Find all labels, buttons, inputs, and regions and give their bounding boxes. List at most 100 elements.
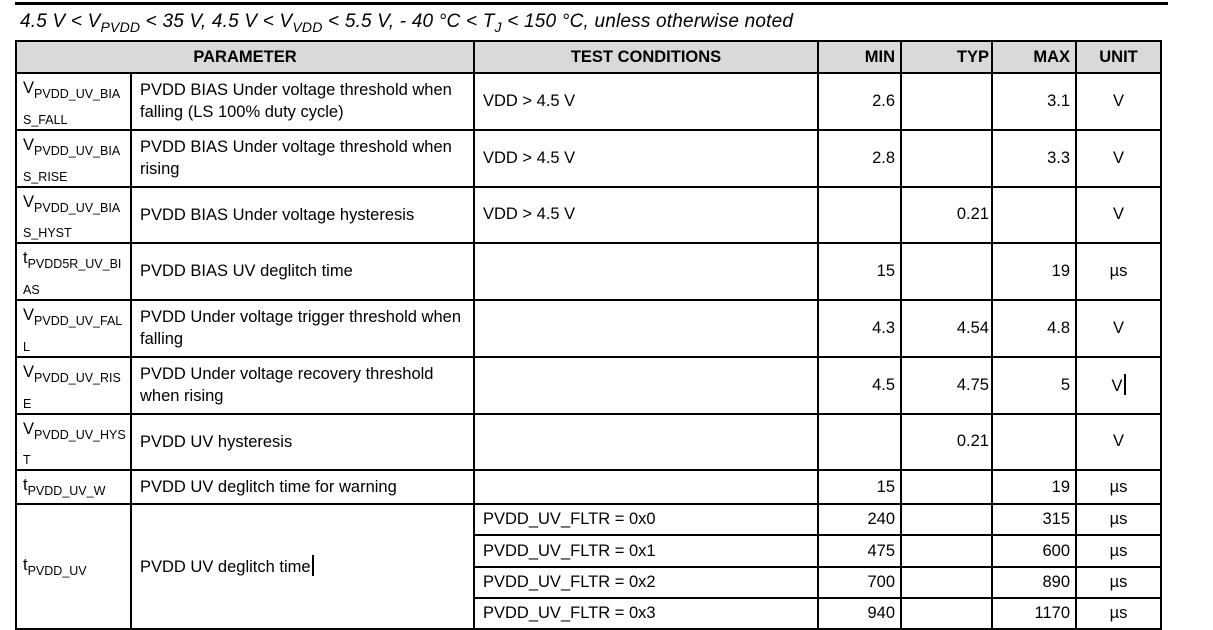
cell-min[interactable]: 2.6: [817, 72, 902, 131]
table-row: tPVDD_UV_W PVDD UV deglitch time for war…: [15, 469, 1162, 506]
cell-max[interactable]: 3.1: [991, 72, 1077, 131]
symbol-subscript: PVDD_UV_BIAS_FALL: [23, 87, 121, 127]
cell-unit[interactable]: µs: [1075, 534, 1162, 569]
cell-min[interactable]: 15: [817, 242, 902, 301]
cell-unit[interactable]: V: [1075, 412, 1162, 472]
cell-unit[interactable]: µs: [1075, 469, 1162, 506]
cell-max[interactable]: [991, 185, 1077, 245]
cell-parameter[interactable]: PVDD UV deglitch time for warning: [130, 469, 475, 506]
table-row: tPVDD5R_UV_BIAS PVDD BIAS UV deglitch ti…: [15, 242, 1162, 301]
cell-condition[interactable]: PVDD_UV_FLTR = 0x1: [473, 534, 819, 569]
cell-unit[interactable]: V: [1075, 72, 1162, 131]
cell-condition[interactable]: VDD > 4.5 V: [473, 72, 819, 131]
cell-min[interactable]: [817, 412, 902, 472]
header-parameter[interactable]: PARAMETER: [15, 40, 475, 74]
cell-symbol[interactable]: tPVDD_UV_W: [15, 469, 132, 506]
cell-max[interactable]: 1170: [991, 597, 1077, 630]
cell-symbol[interactable]: tPVDD_UV: [15, 503, 132, 630]
cell-unit[interactable]: V: [1075, 299, 1162, 358]
cell-symbol[interactable]: VPVDD_UV_BIAS_HYST: [15, 185, 132, 245]
cell-unit[interactable]: µs: [1075, 566, 1162, 600]
cell-unit[interactable]: V: [1075, 355, 1162, 415]
cell-condition[interactable]: VDD > 4.5 V: [473, 128, 819, 188]
cell-symbol[interactable]: VPVDD_UV_BIAS_RISE: [15, 128, 132, 188]
cell-min[interactable]: 700: [817, 566, 902, 600]
cell-min[interactable]: 475: [817, 534, 902, 569]
cell-symbol[interactable]: tPVDD5R_UV_BIAS: [15, 242, 132, 301]
cell-max[interactable]: 315: [991, 503, 1077, 537]
cell-min[interactable]: 15: [817, 469, 902, 506]
cell-condition[interactable]: [473, 469, 819, 506]
page-title[interactable]: 4.5 V < VPVDD < 35 V, 4.5 V < VVDD < 5.5…: [20, 11, 793, 35]
cell-typ[interactable]: 0.21: [900, 412, 993, 472]
cell-unit[interactable]: µs: [1075, 242, 1162, 301]
cell-condition[interactable]: PVDD_UV_FLTR = 0x0: [473, 503, 819, 537]
symbol-base: V: [23, 362, 35, 381]
spec-table: PARAMETER TEST CONDITIONS MIN TYP MAX UN…: [15, 40, 1162, 630]
cell-typ[interactable]: [900, 469, 993, 506]
cell-max[interactable]: 4.8: [991, 299, 1077, 358]
cell-typ[interactable]: [900, 597, 993, 630]
header-typ[interactable]: TYP: [900, 40, 993, 74]
cell-parameter[interactable]: PVDD UV deglitch time: [130, 503, 475, 630]
cell-parameter[interactable]: PVDD UV hysteresis: [130, 412, 475, 472]
cell-condition[interactable]: VDD > 4.5 V: [473, 185, 819, 245]
cell-max[interactable]: 600: [991, 534, 1077, 569]
cell-symbol[interactable]: VPVDD_UV_RISE: [15, 355, 132, 415]
header-max[interactable]: MAX: [991, 40, 1077, 74]
cell-unit[interactable]: V: [1075, 128, 1162, 188]
cell-min[interactable]: 940: [817, 597, 902, 630]
cell-min[interactable]: 2.8: [817, 128, 902, 188]
cell-typ[interactable]: [900, 534, 993, 569]
parameter-text: PVDD UV deglitch time: [140, 558, 311, 577]
cell-condition[interactable]: PVDD_UV_FLTR = 0x3: [473, 597, 819, 630]
cell-condition[interactable]: [473, 355, 819, 415]
cell-parameter[interactable]: PVDD BIAS Under voltage hysteresis: [130, 185, 475, 245]
cell-typ[interactable]: [900, 72, 993, 131]
cell-max[interactable]: 5: [991, 355, 1077, 415]
cell-unit[interactable]: V: [1075, 185, 1162, 245]
cell-condition[interactable]: [473, 242, 819, 301]
cell-min[interactable]: 4.5: [817, 355, 902, 415]
text-cursor: [1123, 374, 1126, 396]
cell-typ[interactable]: [900, 566, 993, 600]
cell-parameter[interactable]: PVDD BIAS UV deglitch time: [130, 242, 475, 301]
cell-max[interactable]: 3.3: [991, 128, 1077, 188]
cell-max[interactable]: [991, 412, 1077, 472]
cell-parameter[interactable]: PVDD BIAS Under voltage threshold when f…: [130, 72, 475, 131]
cell-typ[interactable]: 4.54: [900, 299, 993, 358]
symbol-subscript: PVDD_UV: [27, 563, 87, 578]
cell-parameter[interactable]: PVDD Under voltage recovery threshold wh…: [130, 355, 475, 415]
table-row-group-sub: tPVDD_UV PVDD UV deglitch time PVDD_UV_F…: [15, 503, 1162, 630]
cell-condition[interactable]: PVDD_UV_FLTR = 0x2: [473, 566, 819, 600]
cell-typ[interactable]: [900, 128, 993, 188]
cell-typ[interactable]: 4.75: [900, 355, 993, 415]
symbol-base: V: [23, 306, 35, 324]
cell-condition[interactable]: [473, 299, 819, 358]
cell-min[interactable]: 4.3: [817, 299, 902, 358]
cell-max[interactable]: 19: [991, 242, 1077, 301]
cell-typ[interactable]: [900, 503, 993, 537]
cell-min[interactable]: 240: [817, 503, 902, 537]
cell-condition[interactable]: [473, 412, 819, 472]
cell-symbol[interactable]: VPVDD_UV_FALL: [15, 299, 132, 358]
cell-typ[interactable]: 0.21: [900, 185, 993, 245]
cell-symbol[interactable]: VPVDD_UV_HYST: [15, 412, 132, 472]
cell-max[interactable]: 19: [991, 469, 1077, 506]
header-unit[interactable]: UNIT: [1075, 40, 1162, 74]
header-test-conditions[interactable]: TEST CONDITIONS: [473, 40, 819, 74]
symbol-base: t: [23, 476, 28, 495]
table-row-group-sub: PVDD_UV_FLTR = 0x2 700 890 µs: [16, 566, 1162, 600]
cell-symbol[interactable]: VPVDD_UV_BIAS_FALL: [15, 72, 132, 131]
cell-parameter[interactable]: PVDD BIAS Under voltage threshold when r…: [130, 128, 475, 188]
header-min[interactable]: MIN: [817, 40, 902, 74]
cell-max[interactable]: 890: [991, 566, 1077, 600]
title-text: < 35 V, 4.5 V < V: [140, 11, 293, 32]
title-sub-pvdd: PVDD: [100, 19, 141, 35]
cell-parameter[interactable]: PVDD Under voltage trigger threshold whe…: [130, 299, 475, 358]
cell-min[interactable]: [817, 185, 902, 245]
cell-unit[interactable]: µs: [1075, 597, 1162, 630]
table-row-group-sub: PVDD_UV_FLTR = 0x1 475 600 µs: [16, 534, 1162, 569]
cell-typ[interactable]: [900, 242, 993, 301]
cell-unit[interactable]: µs: [1075, 503, 1162, 537]
